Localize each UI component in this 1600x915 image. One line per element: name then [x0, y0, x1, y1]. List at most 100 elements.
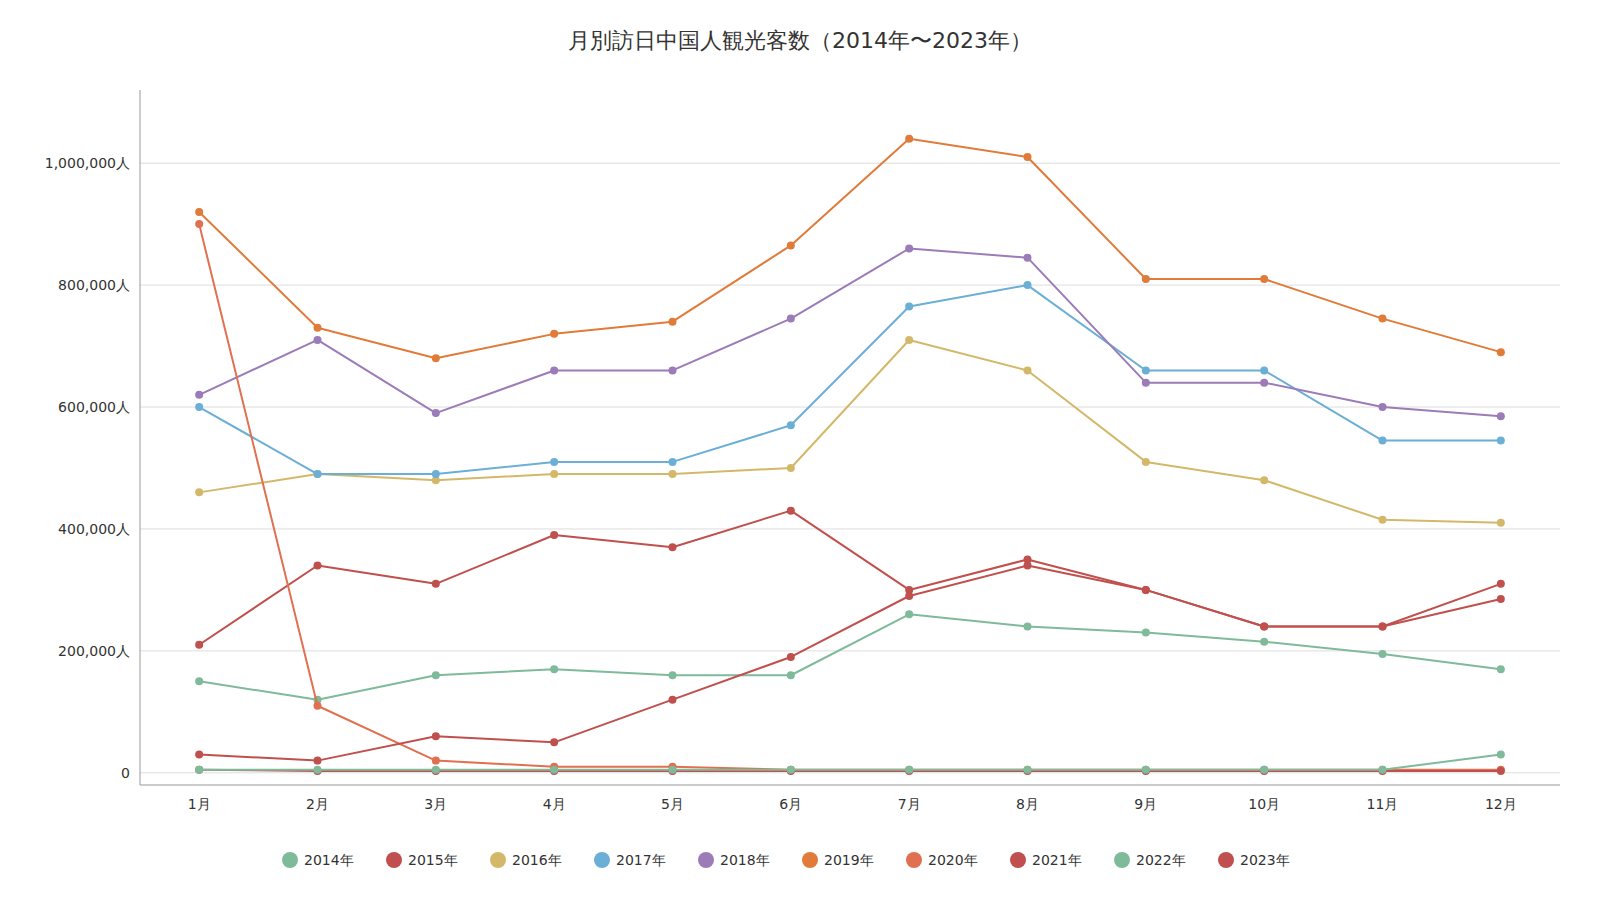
series [195, 751, 1505, 774]
y-tick-label: 0 [121, 765, 130, 781]
point [1379, 437, 1387, 445]
point [1260, 766, 1268, 774]
legend-swatch [802, 852, 818, 868]
point [314, 336, 322, 344]
legend-swatch [490, 852, 506, 868]
point [1497, 595, 1505, 603]
legend-swatch [282, 852, 298, 868]
point [1260, 476, 1268, 484]
point [905, 336, 913, 344]
point [787, 766, 795, 774]
y-tick-label: 1,000,000人 [45, 155, 130, 171]
x-tick-label: 8月 [1016, 796, 1039, 812]
point [550, 330, 558, 338]
legend-label: 2016年 [512, 852, 562, 868]
point [432, 354, 440, 362]
x-tick-label: 2月 [306, 796, 329, 812]
point [550, 766, 558, 774]
title: 月別訪日中国人観光客数（2014年〜2023年） [568, 28, 1032, 53]
point [314, 562, 322, 570]
point [905, 135, 913, 143]
point [432, 580, 440, 588]
legend-swatch [906, 852, 922, 868]
x-tick-label: 4月 [543, 796, 566, 812]
point [1142, 629, 1150, 637]
x-tick-label: 3月 [424, 796, 447, 812]
point [1024, 366, 1032, 374]
point [787, 766, 795, 774]
point [787, 464, 795, 472]
legend-label: 2020年 [928, 852, 978, 868]
y-grid [140, 163, 1560, 773]
point [1024, 254, 1032, 262]
legend-swatch [1114, 852, 1130, 868]
point [1260, 366, 1268, 374]
point [787, 653, 795, 661]
grid-line [140, 163, 1560, 164]
x-tick-label: 9月 [1134, 796, 1157, 812]
point [1260, 379, 1268, 387]
point [1142, 586, 1150, 594]
point [195, 766, 203, 774]
series-line [199, 340, 1501, 523]
point [787, 241, 795, 249]
series-line [199, 755, 1501, 770]
y-tick-label: 800,000人 [58, 277, 130, 293]
point [1497, 348, 1505, 356]
point [550, 738, 558, 746]
grid-line [140, 285, 1560, 286]
legend-swatch [698, 852, 714, 868]
point [1142, 766, 1150, 774]
point [195, 488, 203, 496]
series-line [199, 224, 1501, 770]
point [787, 421, 795, 429]
x-tick-label: 12月 [1485, 796, 1517, 812]
point [195, 208, 203, 216]
series [195, 135, 1505, 362]
point [195, 677, 203, 685]
point [1260, 766, 1268, 774]
point [550, 458, 558, 466]
series-line [199, 285, 1501, 474]
point [1497, 767, 1505, 775]
point [1142, 275, 1150, 283]
legend-label: 2023年 [1240, 852, 1290, 868]
point [1024, 281, 1032, 289]
y-tick-label: 400,000人 [58, 521, 130, 537]
point [1497, 751, 1505, 759]
legend-swatch [386, 852, 402, 868]
legend-label: 2014年 [304, 852, 354, 868]
point [195, 403, 203, 411]
point [1024, 562, 1032, 570]
x-tick-label: 6月 [779, 796, 802, 812]
series [195, 562, 1505, 765]
series-line [199, 566, 1501, 761]
y-tick-label: 600,000人 [58, 399, 130, 415]
chart: 月別訪日中国人観光客数（2014年〜2023年）0200,000人400,000… [0, 0, 1600, 915]
x-tick-label: 1月 [188, 796, 211, 812]
point [1024, 153, 1032, 161]
point [1260, 638, 1268, 646]
series [195, 220, 1505, 774]
point [787, 315, 795, 323]
point [669, 366, 677, 374]
point [1379, 622, 1387, 630]
x-axis-line [140, 785, 1560, 786]
point [905, 592, 913, 600]
point [432, 671, 440, 679]
grid-line [140, 528, 1560, 529]
point [432, 757, 440, 765]
point [669, 318, 677, 326]
series [195, 610, 1505, 703]
point [1379, 650, 1387, 658]
legend-label: 2021年 [1032, 852, 1082, 868]
point [1379, 622, 1387, 630]
y-axis-line [140, 90, 141, 785]
point [550, 665, 558, 673]
legend-swatch [1010, 852, 1026, 868]
point [195, 391, 203, 399]
point [905, 610, 913, 618]
point [669, 543, 677, 551]
x-tick-label: 5月 [661, 796, 684, 812]
point [1142, 766, 1150, 774]
